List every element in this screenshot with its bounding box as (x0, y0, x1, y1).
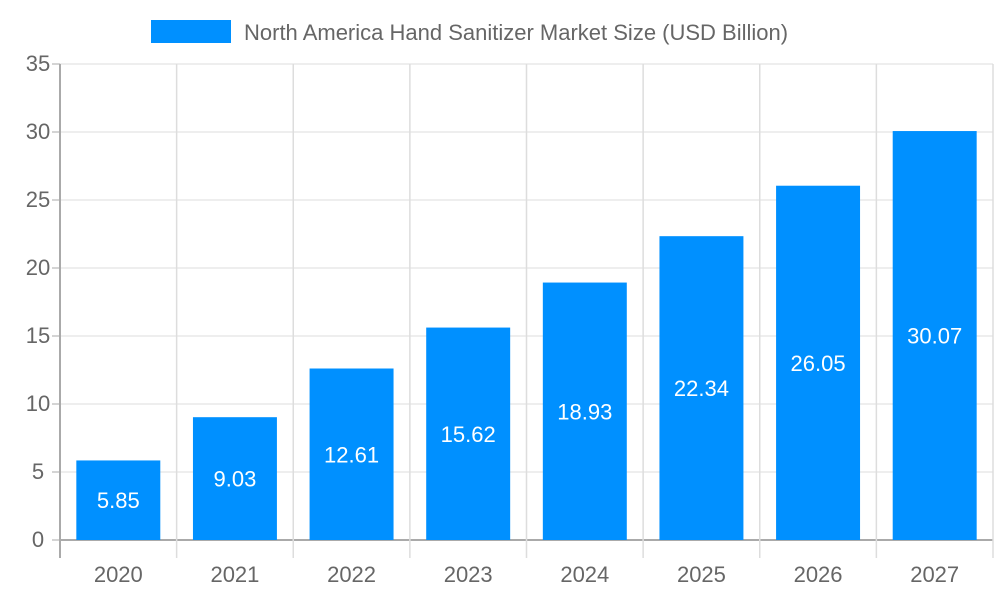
bar (76, 460, 161, 540)
x-tick-label: 2027 (910, 562, 959, 587)
bar (192, 417, 277, 540)
y-tick-label: 0 (32, 527, 44, 552)
data-label: 30.07 (907, 324, 962, 349)
y-tick-label: 20 (26, 255, 50, 280)
y-tick-label: 35 (26, 51, 50, 76)
bar (426, 327, 511, 540)
y-tick-label: 30 (26, 119, 50, 144)
y-tick-label: 15 (26, 323, 50, 348)
x-tick-label: 2021 (210, 562, 259, 587)
x-tick-label: 2024 (560, 562, 609, 587)
x-tick-label: 2025 (677, 562, 726, 587)
legend-label: North America Hand Sanitizer Market Size… (244, 20, 788, 45)
data-label: 5.85 (97, 488, 140, 513)
data-label: 9.03 (214, 467, 257, 492)
data-label: 12.61 (324, 442, 379, 467)
data-label: 26.05 (791, 351, 846, 376)
y-tick-label: 5 (32, 459, 44, 484)
x-tick-label: 2020 (94, 562, 143, 587)
bar (542, 282, 627, 540)
x-tick-label: 2026 (794, 562, 843, 587)
y-tick-label: 25 (26, 187, 50, 212)
data-label: 15.62 (441, 422, 496, 447)
data-label: 22.34 (674, 376, 729, 401)
bar (309, 368, 394, 540)
x-tick-label: 2023 (444, 562, 493, 587)
bar (776, 185, 861, 540)
x-tick-label: 2022 (327, 562, 376, 587)
legend-swatch (151, 20, 231, 43)
y-tick-label: 10 (26, 391, 50, 416)
data-label: 18.93 (557, 399, 612, 424)
bar (892, 131, 977, 540)
bar (659, 236, 744, 540)
